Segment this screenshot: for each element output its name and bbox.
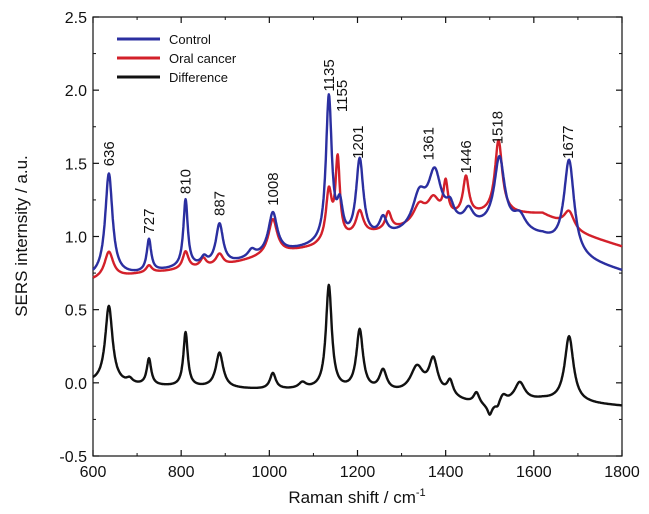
- axis-tick-labels: 600 800 1000 1200 1400 1600 1800 -0.5 0.0 0.5 1.0 1…: [59, 10, 639, 481]
- x-tick-label: 600: [80, 464, 107, 481]
- x-tick-label: 800: [168, 464, 195, 481]
- y-tick-label: -0.5: [59, 449, 87, 466]
- y-tick-label: 0.0: [65, 376, 87, 393]
- peak-label: 1008: [265, 172, 282, 205]
- y-axis-title: SERS internsity / a.u.: [12, 155, 31, 317]
- y-tick-label: 0.5: [65, 303, 87, 320]
- x-tick-label: 1600: [516, 464, 552, 481]
- peak-label: 1677: [560, 126, 577, 159]
- peak-label: 1361: [421, 127, 438, 160]
- y-tick-label: 1.5: [65, 156, 87, 173]
- legend-label-oral-cancer: Oral cancer: [169, 51, 237, 66]
- peak-label: 1135: [321, 59, 338, 91]
- x-tick-label: 1800: [604, 464, 640, 481]
- series-line-oral-cancer: [92, 139, 623, 279]
- series-line-difference: [92, 283, 623, 416]
- peak-label: 1155: [334, 80, 351, 112]
- peak-label: 636: [101, 141, 118, 166]
- peak-label: 887: [212, 191, 229, 216]
- peak-label: 1518: [490, 111, 507, 144]
- y-tick-label: 1.0: [65, 230, 87, 247]
- y-tick-label: 2.0: [65, 83, 87, 100]
- series-lines: [92, 93, 623, 416]
- legend: Control Oral cancer Difference: [117, 32, 237, 85]
- x-tick-label: 1200: [340, 464, 376, 481]
- x-axis-title: Raman shift / cm-1: [288, 487, 425, 507]
- peak-label: 727: [141, 209, 158, 234]
- axis-ticks: [92, 16, 623, 457]
- x-tick-label: 1400: [428, 464, 464, 481]
- series-line-control: [92, 93, 623, 272]
- legend-label-control: Control: [169, 32, 211, 47]
- x-tick-label: 1000: [252, 464, 288, 481]
- y-tick-label: 2.5: [65, 10, 87, 27]
- peak-label: 1201: [350, 126, 367, 159]
- peak-label: 1446: [458, 140, 475, 173]
- peak-label: 810: [178, 169, 195, 194]
- legend-label-difference: Difference: [169, 70, 228, 85]
